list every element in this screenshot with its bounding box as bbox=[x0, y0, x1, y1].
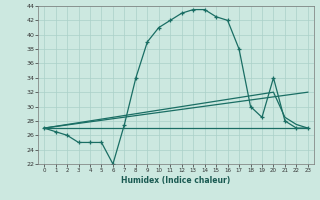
X-axis label: Humidex (Indice chaleur): Humidex (Indice chaleur) bbox=[121, 176, 231, 185]
